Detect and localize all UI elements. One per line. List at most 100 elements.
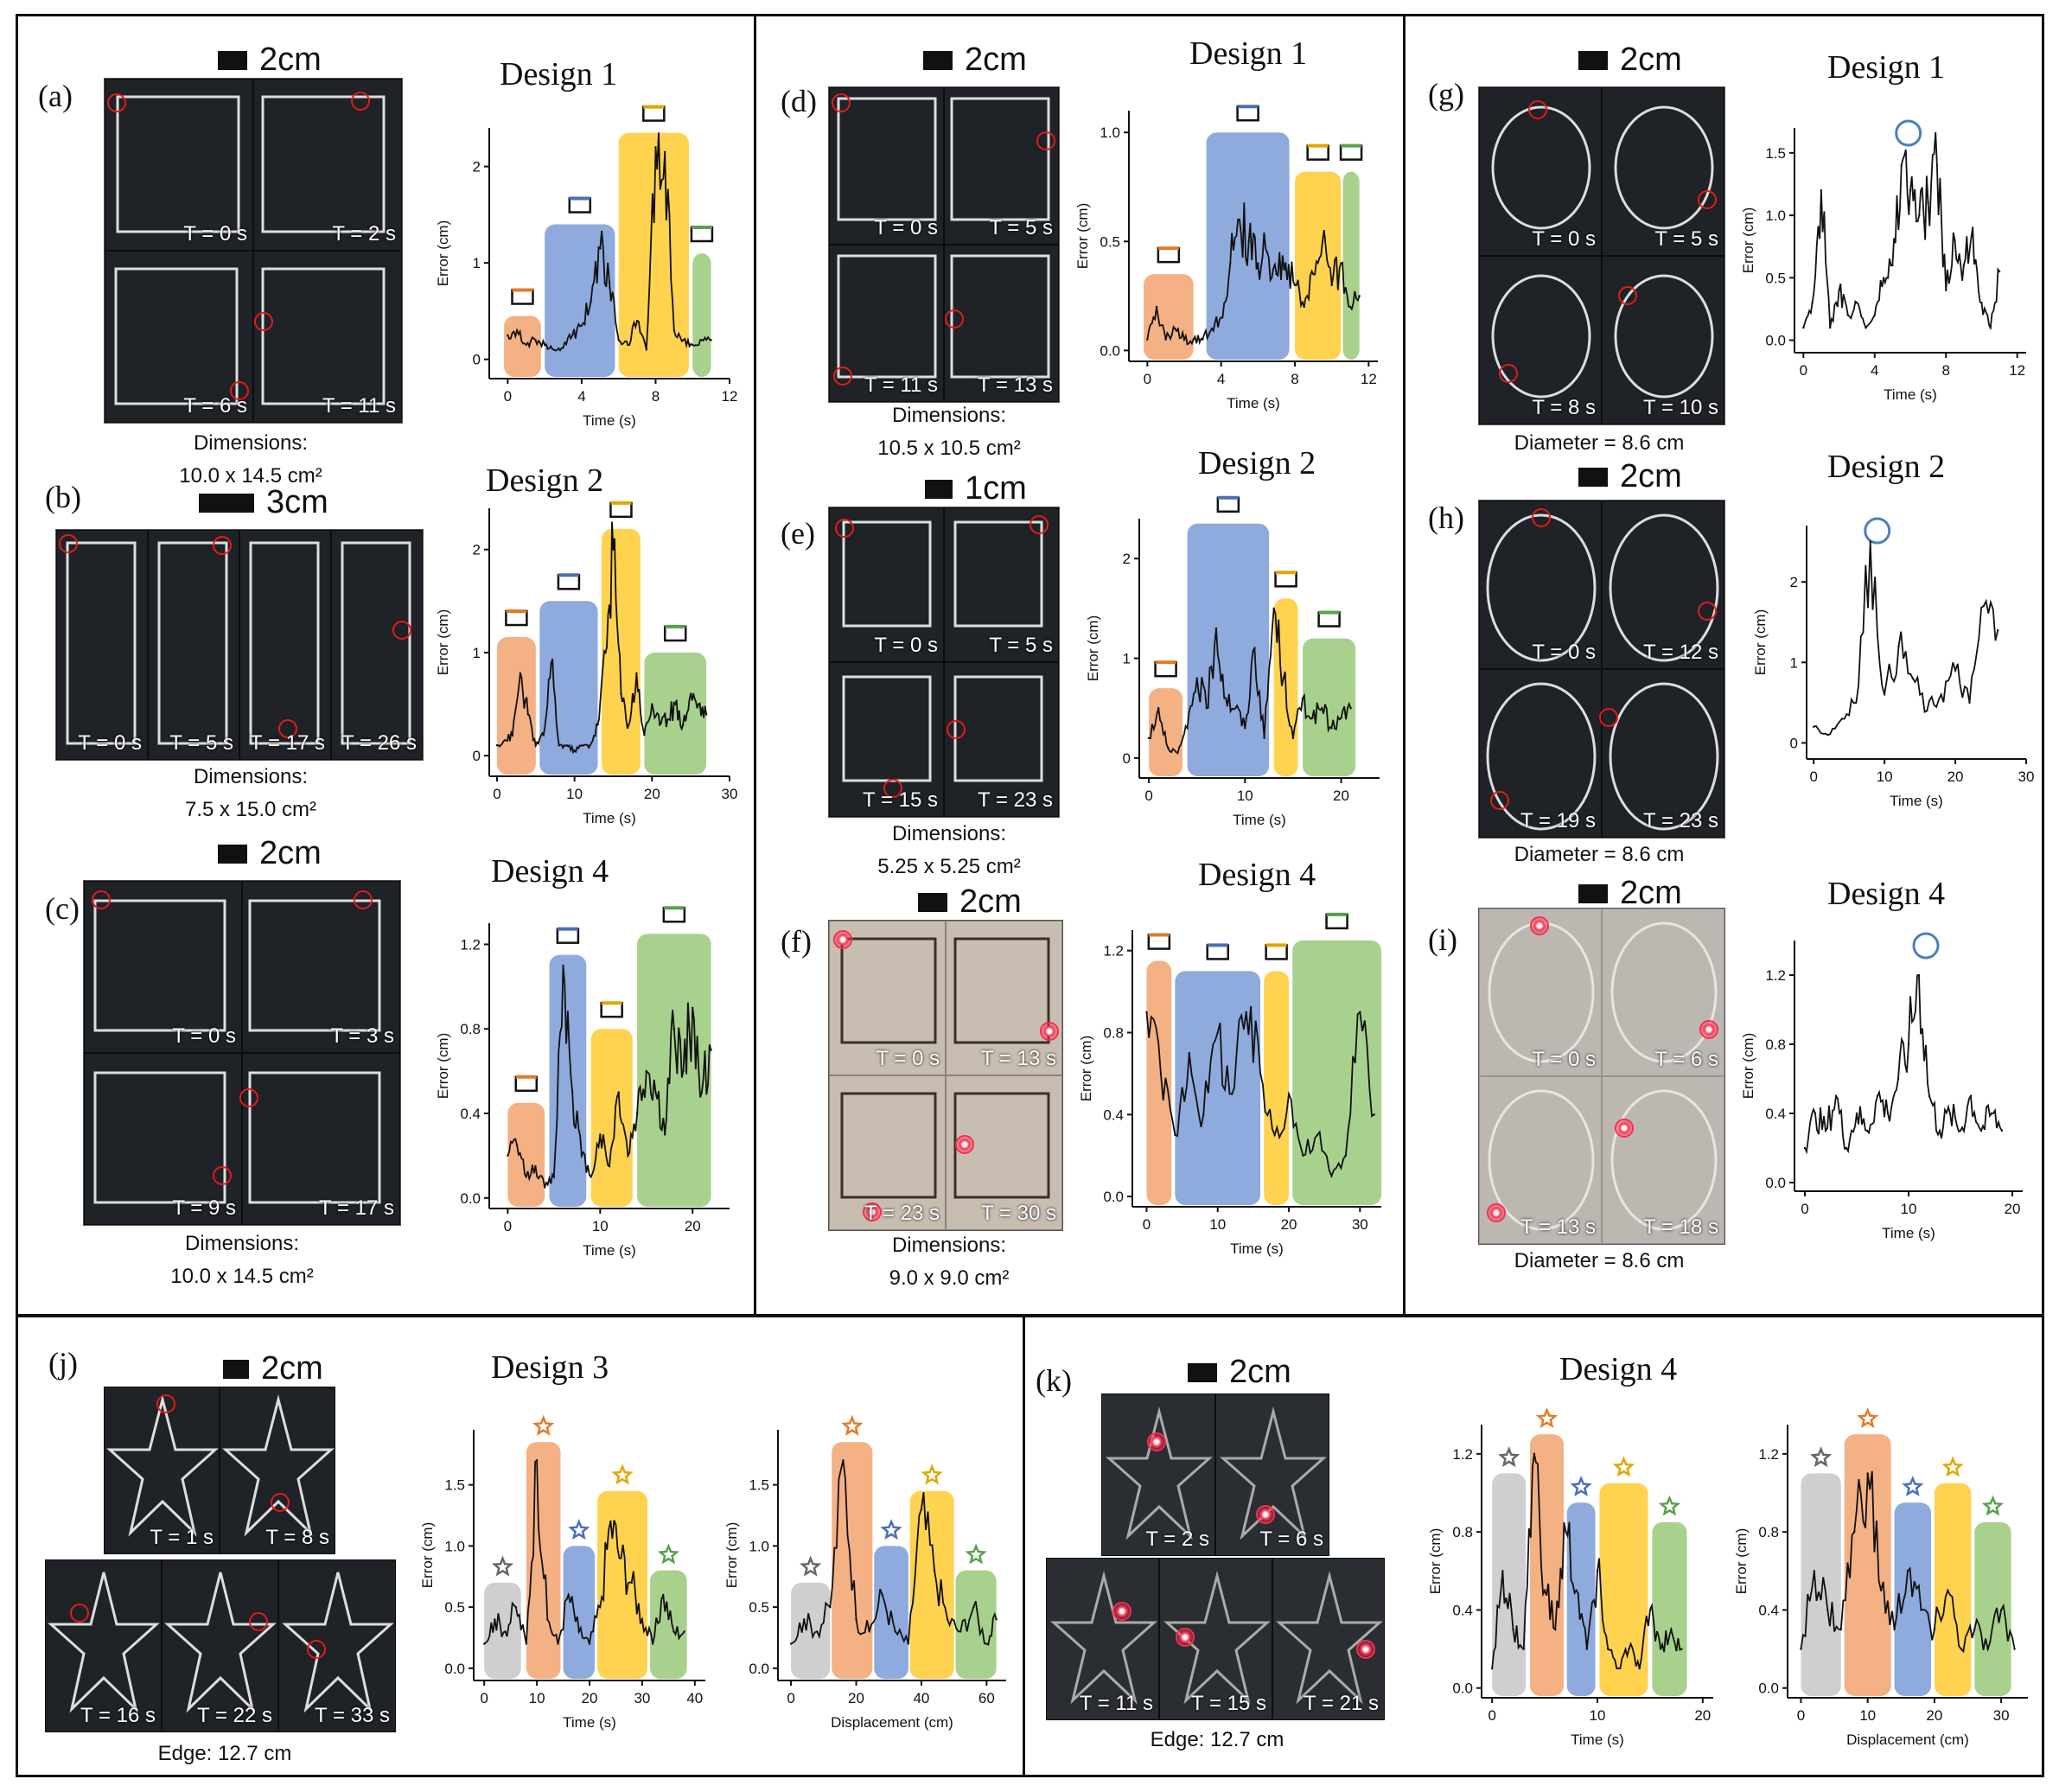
- data-point: [519, 672, 522, 674]
- x-tick-label: 8: [1941, 362, 1949, 379]
- data-point: [1954, 669, 1957, 672]
- time-label: T = 12 s: [1643, 641, 1718, 664]
- data-point: [543, 343, 546, 347]
- caption-line: 10.0 x 14.5 cm²: [170, 1265, 314, 1289]
- design-title-j: Design 3: [491, 1349, 609, 1386]
- scale-bar-label: 2cm: [965, 41, 1027, 78]
- region-blue: [563, 1546, 596, 1679]
- data-point: [1147, 737, 1151, 740]
- data-point: [1945, 289, 1947, 291]
- data-point: [1312, 272, 1315, 276]
- x-tick-label: 0: [1800, 362, 1807, 379]
- data-point: [589, 744, 591, 747]
- data-point: [1962, 264, 1966, 267]
- data-point: [627, 343, 629, 347]
- scale-bar-line: [199, 493, 254, 513]
- x-tick-label: 10: [1237, 788, 1253, 804]
- star-icon: [611, 1464, 634, 1485]
- data-point: [1893, 1628, 1896, 1631]
- design-title-d: Design 1: [1189, 35, 1308, 72]
- x-axis-label: Time (s): [563, 1714, 616, 1731]
- region-green: [644, 652, 707, 775]
- x-tick-label: 0: [787, 1690, 794, 1706]
- star-icon: [1498, 1446, 1520, 1468]
- region-orange: [1144, 274, 1194, 360]
- time-label: T = 13 s: [978, 373, 1053, 397]
- square-icon: [1265, 944, 1288, 960]
- data-point: [1986, 1648, 1989, 1650]
- x-tick-label: 10: [1901, 1201, 1917, 1217]
- star-icon: [1570, 1476, 1592, 1497]
- data-point: [1954, 239, 1956, 242]
- tracker-marker: [392, 621, 411, 640]
- data-point: [1680, 1648, 1683, 1650]
- region-orange: [1844, 1434, 1891, 1696]
- data-point: [609, 1520, 612, 1523]
- y-tick-label: 0.8: [1452, 1524, 1473, 1540]
- x-tick-label: 20: [1333, 788, 1349, 804]
- data-point: [596, 724, 599, 726]
- photo-tile: T = 0 s: [1479, 501, 1602, 669]
- data-point: [1202, 338, 1204, 341]
- data-point: [1891, 264, 1894, 267]
- region-blue: [545, 224, 615, 377]
- position-marker-icon: [1912, 932, 1940, 960]
- panel-label-f: (f): [781, 924, 812, 959]
- scale-bar-label: 2cm: [959, 883, 1022, 920]
- caption-i: Diameter = 8.6 cm: [1487, 1245, 1712, 1278]
- data-point: [1947, 1589, 1949, 1592]
- time-label: T = 11 s: [864, 373, 938, 397]
- time-label: T = 0 s: [1532, 641, 1596, 664]
- tracker-marker: [945, 309, 964, 328]
- data-point: [1886, 1112, 1890, 1115]
- data-point: [662, 1593, 665, 1597]
- data-point: [1866, 1472, 1869, 1475]
- time-label: T = 26 s: [341, 731, 417, 755]
- square-icon: [1157, 246, 1181, 264]
- caption-line: Edge: 12.7 cm: [157, 1742, 292, 1765]
- region-green: [955, 1570, 997, 1679]
- photo-tile: T = 26 s: [331, 530, 423, 760]
- data-point: [552, 1176, 556, 1178]
- data-point: [515, 1144, 519, 1146]
- data-point: [1554, 1628, 1557, 1631]
- data-point: [1865, 326, 1867, 329]
- data-point: [580, 1154, 583, 1157]
- data-point: [550, 661, 552, 665]
- tracker-marker: [1356, 1640, 1375, 1659]
- x-axis-label: Time (s): [1890, 793, 1943, 809]
- photo-tile: T = 0 s: [829, 921, 946, 1075]
- data-point: [1159, 1072, 1163, 1075]
- y-axis-label: Error (cm): [1078, 1036, 1094, 1101]
- photo-tile: T = 11 s: [829, 245, 944, 402]
- time-label: T = 13 s: [981, 1047, 1056, 1070]
- y-tick-label: 0: [1123, 750, 1131, 767]
- y-tick-label: 0.8: [1765, 1036, 1786, 1053]
- tracker-marker: [883, 779, 902, 798]
- photo-tile: T = 5 s: [944, 507, 1059, 662]
- data-point: [1358, 295, 1361, 297]
- region-yellow: [590, 1029, 633, 1207]
- time-label: T = 17 s: [250, 731, 325, 755]
- y-axis-label: Error (cm): [1740, 1033, 1756, 1099]
- data-point: [663, 150, 666, 154]
- tracker-marker: [1112, 1602, 1131, 1621]
- x-tick-label: 30: [722, 786, 738, 802]
- data-point: [620, 1557, 622, 1559]
- design-title-k: Design 4: [1559, 1351, 1678, 1387]
- tracker-marker: [156, 1394, 175, 1413]
- data-point: [1802, 326, 1805, 329]
- chart-k1: 0.0 0.4 0.8 1.2 0 10 20 Time (s) Error (cm): [1427, 1407, 1713, 1748]
- y-axis-label: Error (cm): [1427, 1528, 1444, 1594]
- data-point: [1948, 1112, 1952, 1115]
- data-point: [1813, 1570, 1816, 1572]
- data-point: [1214, 627, 1218, 630]
- data-point: [1145, 1011, 1148, 1014]
- region-green: [1974, 1521, 2011, 1696]
- x-axis-label: Time (s): [1571, 1731, 1624, 1748]
- data-point: [565, 744, 568, 747]
- time-label: T = 0 s: [874, 634, 938, 657]
- region-yellow: [597, 1490, 647, 1679]
- time-label: T = 13 s: [1520, 1215, 1596, 1239]
- tracker-marker: [1532, 508, 1551, 527]
